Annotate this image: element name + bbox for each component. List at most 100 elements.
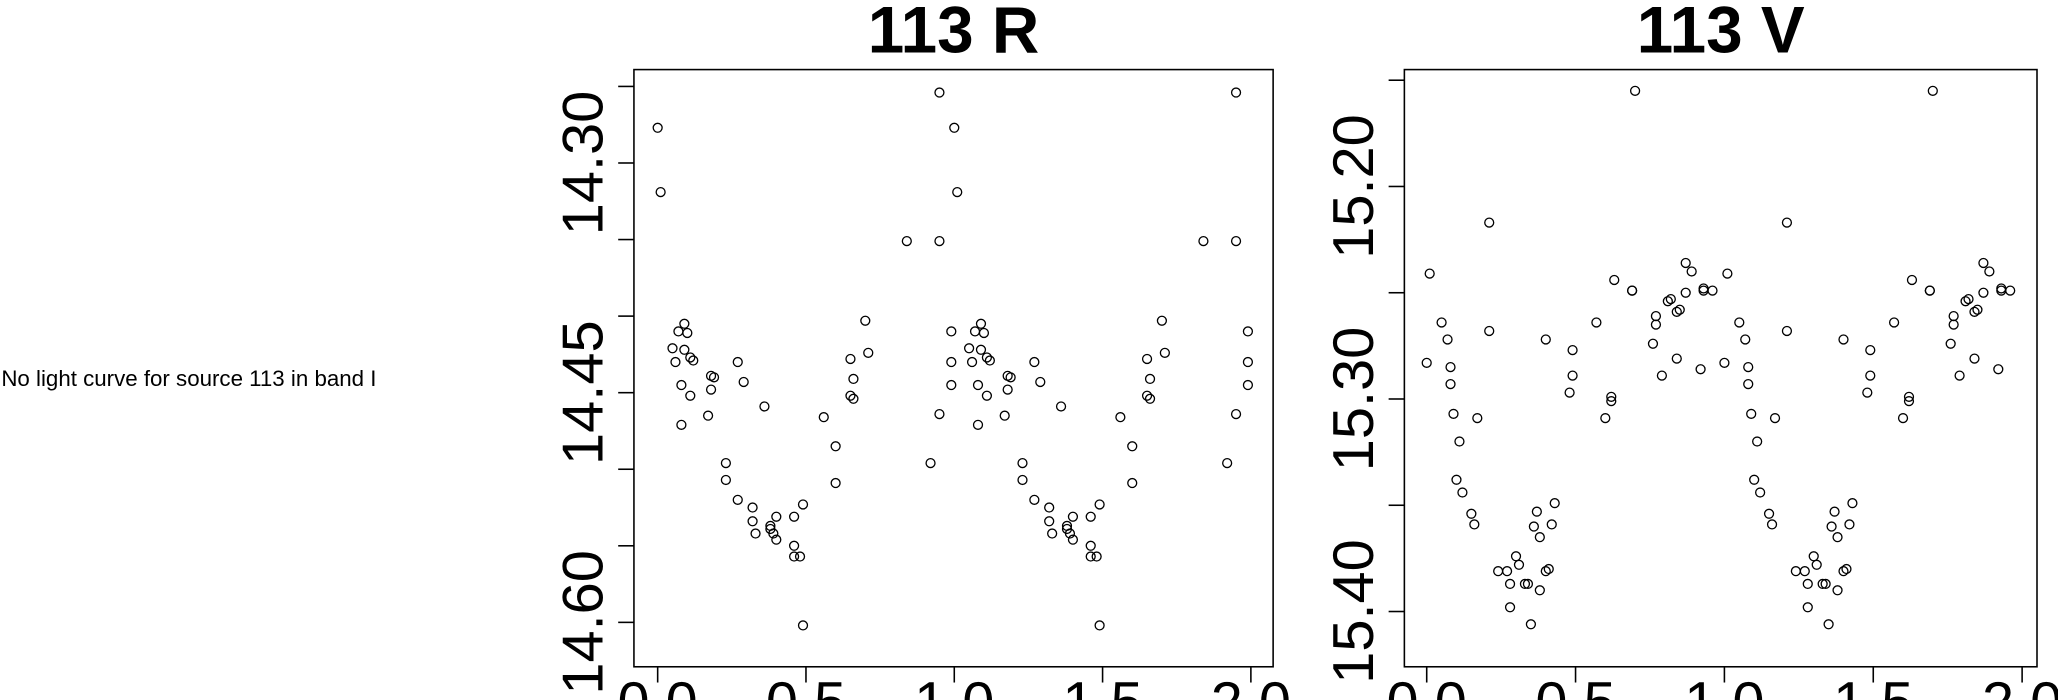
data-point <box>1546 519 1557 530</box>
data-point <box>1029 494 1040 505</box>
data-point <box>969 326 981 337</box>
x-tick-label: 1.0 <box>1684 671 1764 700</box>
data-point <box>1528 521 1539 532</box>
data-point <box>771 511 782 522</box>
data-point <box>845 353 856 365</box>
data-point <box>1540 334 1551 345</box>
data-point <box>1808 551 1819 562</box>
data-point <box>946 326 957 337</box>
data-point <box>1457 487 1468 498</box>
data-point <box>1047 528 1058 539</box>
data-point <box>1755 487 1766 498</box>
data-point <box>1948 310 1959 322</box>
data-point <box>679 344 690 355</box>
data-point <box>1454 436 1465 447</box>
plot-frame <box>1403 68 2038 668</box>
data-point <box>788 551 800 562</box>
data-point <box>845 390 856 401</box>
data-point <box>676 419 687 430</box>
data-point <box>1799 566 1810 577</box>
data-point <box>1954 370 1965 381</box>
data-point <box>670 356 681 368</box>
data-point <box>673 326 684 337</box>
data-point <box>1924 285 1935 296</box>
data-point <box>1829 506 1840 517</box>
data-point <box>702 410 714 421</box>
data-point <box>1945 338 1956 349</box>
data-point <box>1972 304 1983 315</box>
data-point <box>972 419 984 430</box>
data-point <box>1493 566 1504 577</box>
data-point <box>720 474 732 486</box>
data-point <box>1525 619 1537 630</box>
data-point <box>1790 566 1801 577</box>
data-point <box>1035 376 1046 388</box>
data-point <box>1969 306 1980 317</box>
data-point <box>1044 502 1055 513</box>
data-point <box>1469 519 1480 530</box>
data-point <box>1781 325 1793 337</box>
data-point <box>1671 353 1682 364</box>
data-point <box>1564 387 1575 398</box>
data-point <box>685 352 696 363</box>
data-point <box>1606 396 1617 407</box>
data-point <box>768 528 779 539</box>
data-point <box>1091 551 1102 562</box>
data-point <box>1501 566 1513 577</box>
data-point <box>1085 540 1096 551</box>
data-point <box>949 122 960 133</box>
chart-title: 113 R <box>868 0 1039 67</box>
data-point <box>1627 285 1638 296</box>
data-point <box>1927 85 1938 96</box>
data-point <box>1820 578 1831 590</box>
data-point <box>1865 344 1876 356</box>
data-point <box>655 186 666 198</box>
data-point <box>1802 602 1813 613</box>
data-point <box>966 356 978 368</box>
data-point <box>705 384 717 395</box>
data-point <box>1960 296 1971 307</box>
plot-frame <box>633 68 1274 668</box>
data-point <box>797 620 809 631</box>
data-point <box>676 379 687 391</box>
x-tick-label: 0.5 <box>1535 671 1615 700</box>
data-point <box>1159 347 1170 358</box>
data-point <box>1044 516 1055 527</box>
data-point <box>981 352 993 363</box>
data-point <box>1451 474 1462 485</box>
data-point <box>1680 257 1691 269</box>
data-point <box>788 540 800 551</box>
data-point <box>1591 317 1602 328</box>
data-point <box>1811 559 1822 570</box>
data-point <box>1674 304 1685 315</box>
data-point <box>1671 306 1682 317</box>
data-point <box>1996 285 2007 296</box>
data-point <box>1698 285 1709 296</box>
data-point <box>738 376 749 388</box>
data-point <box>984 355 995 366</box>
data-point <box>1543 563 1554 575</box>
data-point <box>975 344 987 355</box>
x-tick-label: 1.5 <box>1833 671 1913 700</box>
data-point <box>934 235 945 247</box>
data-point <box>1847 498 1858 509</box>
data-point <box>1686 266 1697 277</box>
y-tick-label: 14.30 <box>551 91 615 236</box>
data-point <box>1656 370 1668 381</box>
data-point <box>771 534 782 545</box>
data-point <box>1064 528 1076 539</box>
data-point <box>1844 519 1855 530</box>
data-point <box>1832 585 1843 596</box>
data-point <box>1993 364 2004 375</box>
data-point <box>685 390 696 401</box>
data-point <box>1230 87 1242 98</box>
data-point <box>1698 283 1709 294</box>
data-point <box>1906 274 1918 286</box>
data-point <box>1609 274 1620 286</box>
data-point <box>747 516 758 527</box>
data-point <box>1862 387 1873 398</box>
data-point <box>1600 413 1611 424</box>
data-point <box>1888 317 1900 328</box>
data-point <box>1978 287 1989 298</box>
